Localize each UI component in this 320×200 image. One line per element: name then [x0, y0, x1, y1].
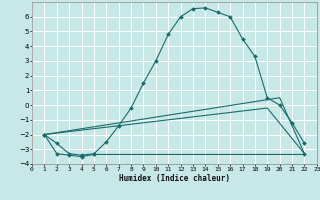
X-axis label: Humidex (Indice chaleur): Humidex (Indice chaleur)	[119, 174, 230, 183]
